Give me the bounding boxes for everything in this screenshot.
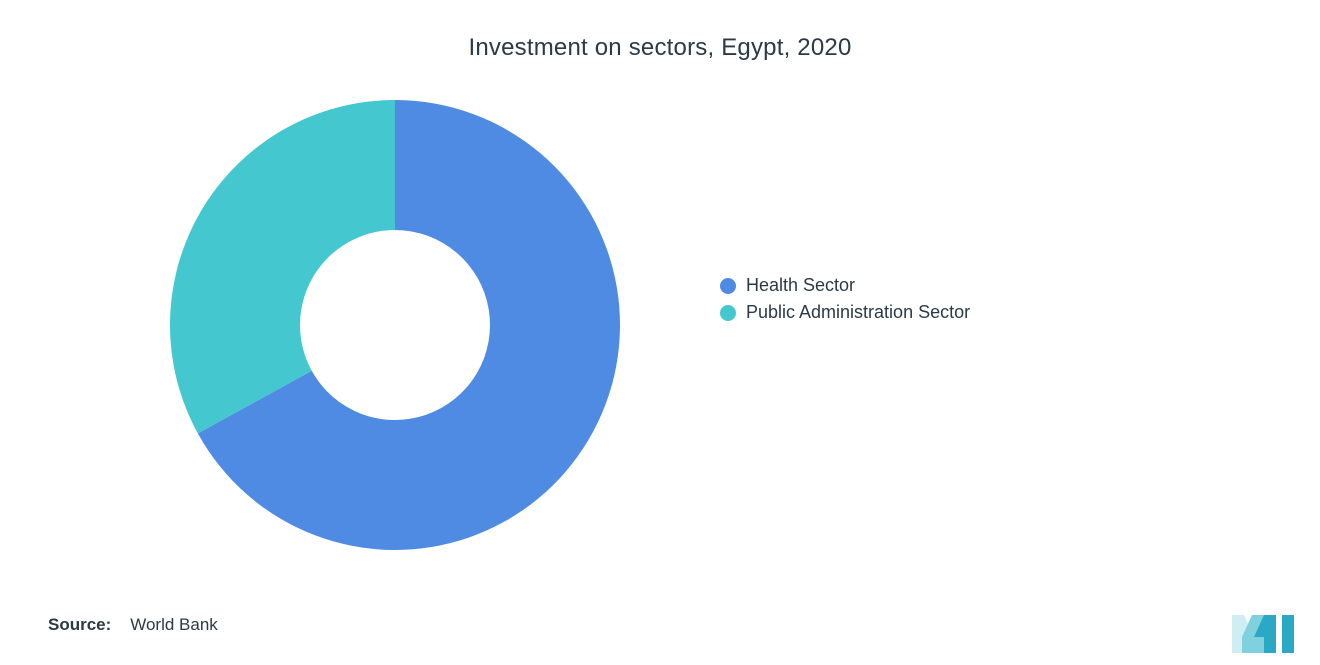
brand-logo-icon — [1230, 609, 1296, 655]
legend-item-public-admin: Public Administration Sector — [720, 302, 970, 323]
donut-chart — [170, 100, 620, 550]
legend-label: Public Administration Sector — [746, 302, 970, 323]
legend-item-health: Health Sector — [720, 275, 970, 296]
source-caption: Source: World Bank — [48, 615, 218, 635]
source-text: World Bank — [130, 615, 218, 634]
donut-slice — [170, 100, 395, 433]
legend: Health Sector Public Administration Sect… — [720, 275, 970, 329]
source-label: Source: — [48, 615, 111, 634]
chart-title: Investment on sectors, Egypt, 2020 — [0, 0, 1320, 62]
chart-container: Investment on sectors, Egypt, 2020 Healt… — [0, 0, 1320, 665]
chart-area: Health Sector Public Administration Sect… — [0, 80, 1320, 570]
legend-bullet-icon — [720, 278, 736, 294]
legend-bullet-icon — [720, 305, 736, 321]
legend-label: Health Sector — [746, 275, 855, 296]
